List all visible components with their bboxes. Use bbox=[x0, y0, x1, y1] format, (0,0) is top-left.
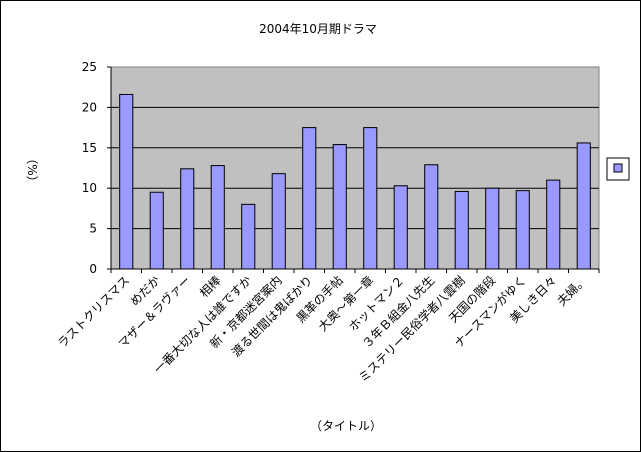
bar bbox=[485, 187, 500, 270]
y-tick-label: 15 bbox=[82, 141, 97, 155]
bar bbox=[363, 127, 378, 270]
bars bbox=[119, 93, 591, 270]
bar bbox=[576, 142, 591, 270]
y-axis: 0 5 10 15 20 25 bbox=[82, 60, 112, 276]
y-tick-label: 0 bbox=[89, 262, 97, 276]
y-tick-label: 20 bbox=[82, 100, 97, 114]
bar bbox=[393, 185, 408, 270]
chart-title: 2004年10月期ドラマ bbox=[259, 22, 377, 36]
y-tick-label: 5 bbox=[89, 222, 97, 236]
bar bbox=[149, 191, 164, 270]
y-tick-label: 10 bbox=[82, 181, 97, 195]
x-tick-label: 相棒 bbox=[197, 273, 224, 300]
x-axis-label: （タイトル） bbox=[310, 419, 382, 433]
bar bbox=[302, 127, 317, 270]
bar bbox=[424, 164, 439, 270]
bar bbox=[271, 173, 286, 270]
bar bbox=[546, 179, 561, 270]
bar bbox=[332, 144, 347, 270]
bar bbox=[454, 190, 469, 270]
bar bbox=[119, 93, 134, 270]
y-axis-label: （%） bbox=[25, 152, 39, 187]
bar bbox=[180, 168, 195, 270]
y-tick-label: 25 bbox=[82, 60, 97, 74]
bar bbox=[241, 203, 256, 270]
x-tick-label: 夫婦。 bbox=[554, 273, 590, 309]
bar bbox=[210, 165, 225, 270]
bar bbox=[515, 190, 530, 270]
legend bbox=[606, 157, 630, 181]
legend-swatch bbox=[613, 163, 623, 173]
